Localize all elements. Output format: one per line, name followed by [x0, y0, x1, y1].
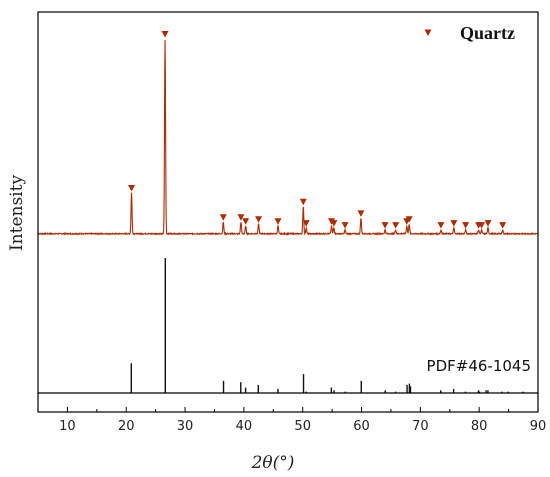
- pattern-line: [37, 39, 538, 237]
- x-tick-label: 80: [471, 419, 488, 434]
- reference-stick-layer: [130, 258, 524, 393]
- quartz-peak-marker: [392, 222, 400, 229]
- quartz-peak-marker: [255, 216, 263, 223]
- x-axis-label-text: 2θ(°): [251, 453, 295, 473]
- quartz-peak-marker: [462, 222, 470, 229]
- legend-label-quartz: Quartz: [460, 23, 515, 43]
- reference-card-label: PDF#46-1045: [427, 357, 531, 375]
- quartz-peak-marker: [405, 216, 413, 223]
- x-tick-label: 40: [236, 419, 253, 434]
- x-tick-label: 90: [530, 419, 547, 434]
- quartz-peak-marker: [450, 220, 458, 227]
- quartz-peak-marker: [302, 220, 310, 227]
- quartz-peak-marker: [437, 222, 445, 229]
- quartz-peak-marker: [237, 214, 245, 221]
- legend: Quartz: [424, 23, 515, 43]
- x-tick-label: 50: [294, 419, 311, 434]
- plot-frame: [37, 11, 539, 413]
- quartz-peak-marker: [219, 214, 227, 221]
- label-layer: Intensity 2θ(°) PDF#46-1045: [7, 175, 531, 473]
- quartz-peak-marker: [478, 222, 486, 229]
- marker-layer: [128, 31, 507, 229]
- quartz-peak-marker: [484, 220, 492, 227]
- quartz-peak-marker: [242, 218, 250, 225]
- quartz-peak-marker: [357, 210, 365, 217]
- x-tick-label: 60: [353, 419, 370, 434]
- quartz-peak-marker: [128, 185, 136, 192]
- x-tick-label: 20: [118, 419, 135, 434]
- quartz-peak-marker: [499, 222, 507, 229]
- x-tick-label: 10: [59, 419, 76, 434]
- x-tick-label: 30: [177, 419, 194, 434]
- axes-layer: 10 20 30 40 50 60 70 80 90: [37, 11, 547, 434]
- quartz-peak-marker: [341, 222, 349, 229]
- y-axis-label: Intensity: [7, 175, 27, 251]
- x-axis-label: 2θ(°): [251, 453, 295, 473]
- quartz-peak-marker: [330, 220, 338, 227]
- quartz-peak-marker: [381, 222, 389, 229]
- pattern-layer: [37, 39, 538, 237]
- legend-marker: [424, 29, 432, 36]
- quartz-peak-marker: [299, 198, 307, 206]
- quartz-peak-marker: [161, 31, 169, 38]
- x-tick-label: 70: [412, 419, 429, 434]
- quartz-peak-marker: [274, 218, 282, 225]
